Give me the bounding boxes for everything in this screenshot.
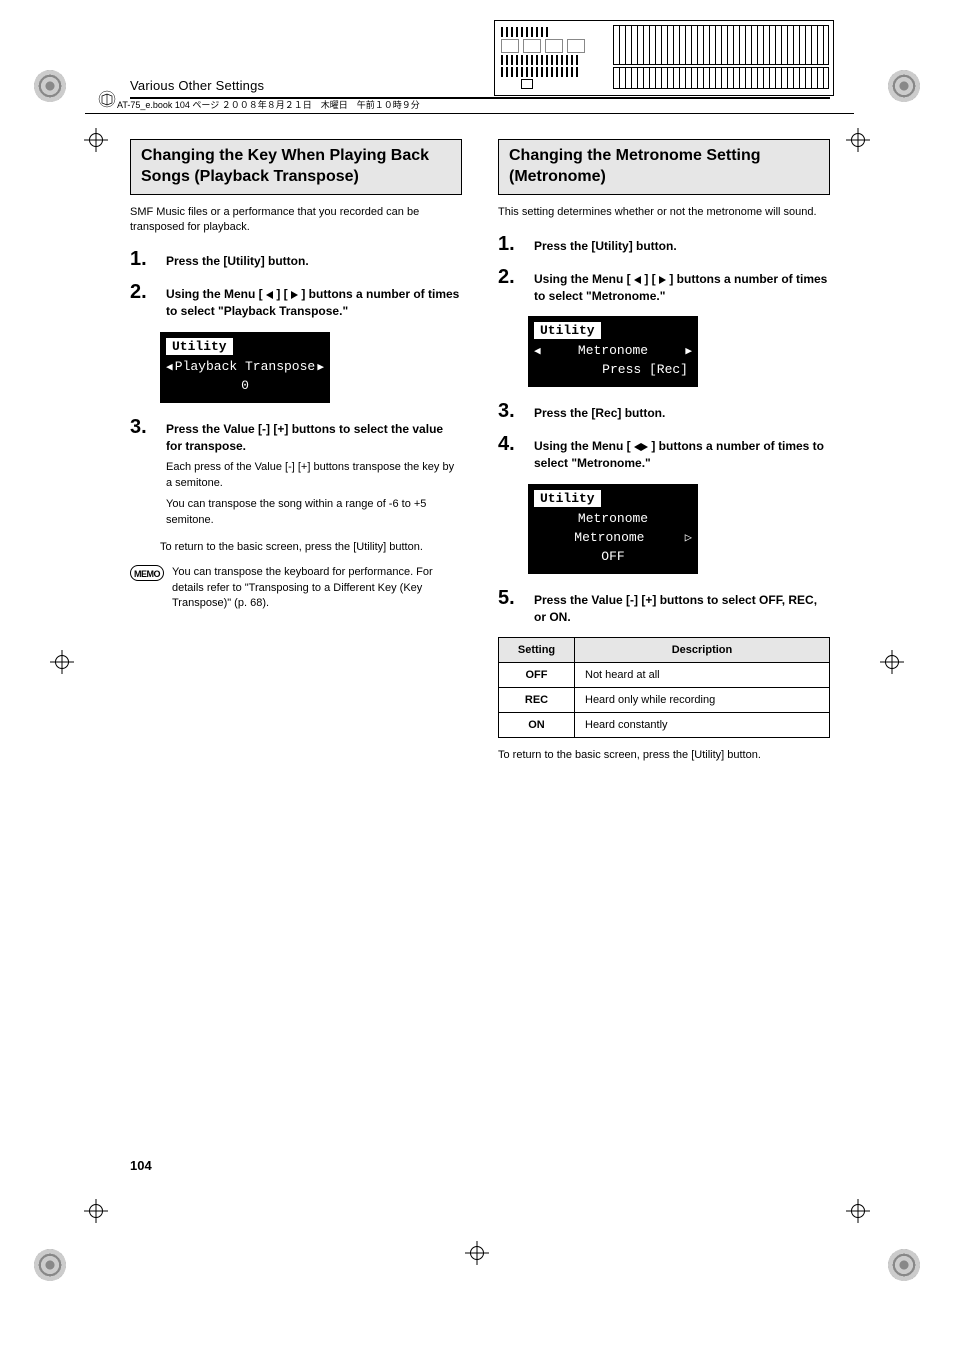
lcd-screen: Utility Metronome Press [Rec] — [528, 316, 698, 387]
table-cell: REC — [499, 688, 575, 713]
settings-table: Setting Description OFF Not heard at all… — [498, 637, 830, 738]
left-intro: SMF Music files or a performance that yo… — [130, 205, 462, 236]
table-cell: ON — [499, 713, 575, 738]
reg-cross-icon — [846, 1199, 870, 1223]
step-number: 3. — [498, 401, 524, 421]
step-number: 2. — [498, 267, 524, 287]
lcd-arrow-left-icon — [534, 343, 541, 358]
lcd-line: Press [Rec] — [528, 360, 698, 379]
reg-cross-icon — [50, 650, 74, 674]
step-text-fragment: ] [ — [641, 272, 659, 286]
step: 5. Press the Value [-] [+] buttons to se… — [498, 588, 830, 626]
step: 3. Press the Value [-] [+] buttons to se… — [130, 417, 462, 528]
right-intro: This setting determines whether or not t… — [498, 205, 830, 220]
table-header: Description — [575, 638, 830, 663]
right-column: Changing the Metronome Setting (Metronom… — [498, 139, 830, 774]
step-text: Press the Value [-] [+] buttons to selec… — [166, 417, 462, 528]
step-text: Press the Value [-] [+] buttons to selec… — [534, 588, 830, 626]
lcd-title: Utility — [534, 490, 601, 507]
step: 4. Using the Menu [ ] buttons a number o… — [498, 434, 830, 472]
step-text: Press the [Utility] button. — [534, 234, 830, 255]
reg-cross-icon — [84, 1199, 108, 1223]
step-number: 4. — [498, 434, 524, 454]
right-section-title: Changing the Metronome Setting (Metronom… — [498, 139, 830, 195]
table-cell: Not heard at all — [575, 663, 830, 688]
lcd-title: Utility — [534, 322, 601, 339]
lcd-screen: Utility Metronome Metronome OFF — [528, 484, 698, 574]
arrow-left-icon — [634, 276, 641, 284]
page-number: 104 — [130, 1158, 152, 1173]
table-cell: Heard only while recording — [575, 688, 830, 713]
reg-mark-icon — [34, 70, 66, 102]
lcd-arrow-left-icon — [166, 359, 173, 374]
reg-mark-icon — [888, 1249, 920, 1281]
arrow-right-icon — [659, 276, 666, 284]
reg-cross-icon — [465, 1241, 489, 1265]
table-cell: Heard constantly — [575, 713, 830, 738]
memo-icon: MEMO — [130, 565, 164, 581]
step-number: 2. — [130, 282, 156, 302]
arrow-right-icon — [641, 443, 648, 451]
step-number: 1. — [130, 249, 156, 269]
lcd-line: OFF — [528, 547, 698, 566]
step: 1. Press the [Utility] button. — [498, 234, 830, 255]
step-text: Using the Menu [ ] [ ] buttons a number … — [534, 267, 830, 305]
step: 2. Using the Menu [ ] [ ] buttons a numb… — [130, 282, 462, 320]
step: 2. Using the Menu [ ] [ ] buttons a numb… — [498, 267, 830, 305]
table-row: REC Heard only while recording — [499, 688, 830, 713]
lcd-line: Metronome — [534, 530, 685, 545]
step-text: Using the Menu [ ] buttons a number of t… — [534, 434, 830, 472]
lcd-arrow-right-outline-icon — [685, 530, 692, 545]
step-number: 3. — [130, 417, 156, 437]
keyboard-illustration — [494, 20, 834, 96]
reg-mark-icon — [888, 70, 920, 102]
memo-block: MEMO You can transpose the keyboard for … — [130, 565, 462, 611]
lcd-line: Metronome — [541, 343, 686, 358]
return-note: To return to the basic screen, press the… — [498, 748, 830, 763]
header-rule — [130, 97, 830, 99]
step-text-fragment: Using the Menu [ — [166, 287, 266, 301]
reg-mark-icon — [34, 1249, 66, 1281]
reg-cross-icon — [880, 650, 904, 674]
reg-cross-icon — [84, 128, 108, 152]
lcd-line: Playback Transpose — [175, 359, 315, 374]
step: 3. Press the [Rec] button. — [498, 401, 830, 422]
lcd-line: 0 — [160, 376, 330, 395]
step-number: 1. — [498, 234, 524, 254]
step-text-fragment: Using the Menu [ — [534, 439, 634, 453]
left-column: Changing the Key When Playing Back Songs… — [130, 139, 462, 774]
step-text: Using the Menu [ ] [ ] buttons a number … — [166, 282, 462, 320]
step-detail: Each press of the Value [-] [+] buttons … — [166, 460, 462, 491]
arrow-left-icon — [634, 443, 641, 451]
table-header: Setting — [499, 638, 575, 663]
step-text-fragment: Using the Menu [ — [534, 272, 634, 286]
step-detail: You can transpose the song within a rang… — [166, 497, 462, 528]
table-row: ON Heard constantly — [499, 713, 830, 738]
step-text-main: Press the Value [-] [+] buttons to selec… — [166, 422, 443, 453]
step: 1. Press the [Utility] button. — [130, 249, 462, 270]
left-section-title: Changing the Key When Playing Back Songs… — [130, 139, 462, 195]
lcd-arrow-right-icon — [317, 359, 324, 374]
lcd-line: Metronome — [528, 509, 698, 528]
lcd-screen: Utility Playback Transpose 0 — [160, 332, 330, 403]
table-row: OFF Not heard at all — [499, 663, 830, 688]
reg-cross-icon — [846, 128, 870, 152]
lcd-title: Utility — [166, 338, 233, 355]
step-number: 5. — [498, 588, 524, 608]
memo-text: You can transpose the keyboard for perfo… — [172, 565, 462, 611]
table-cell: OFF — [499, 663, 575, 688]
step-text: Press the [Rec] button. — [534, 401, 830, 422]
arrow-right-icon — [291, 291, 298, 299]
step-text-fragment: ] [ — [273, 287, 291, 301]
step-text: Press the [Utility] button. — [166, 249, 462, 270]
arrow-left-icon — [266, 291, 273, 299]
return-note: To return to the basic screen, press the… — [160, 540, 462, 555]
lcd-arrow-right-icon — [685, 343, 692, 358]
